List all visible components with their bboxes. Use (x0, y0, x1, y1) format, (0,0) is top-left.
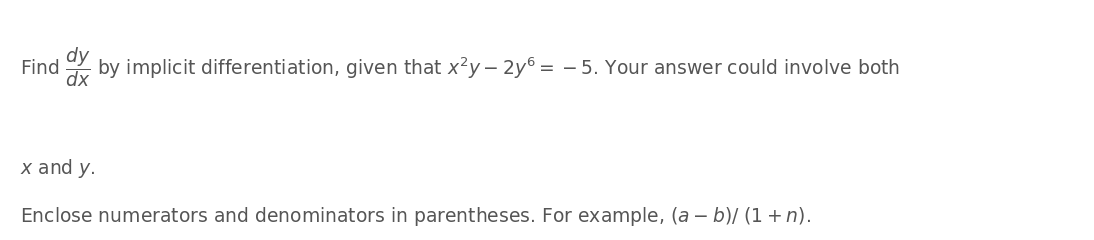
Text: $x$ and $y$.: $x$ and $y$. (20, 156, 95, 180)
Text: Find $\dfrac{dy}{dx}$ by implicit differentiation, given that $x^2y - 2y^6 = -5$: Find $\dfrac{dy}{dx}$ by implicit differ… (20, 45, 900, 89)
Text: Enclose numerators and denominators in parentheses. For example, $(a - b)$/ $(1 : Enclose numerators and denominators in p… (20, 204, 811, 228)
